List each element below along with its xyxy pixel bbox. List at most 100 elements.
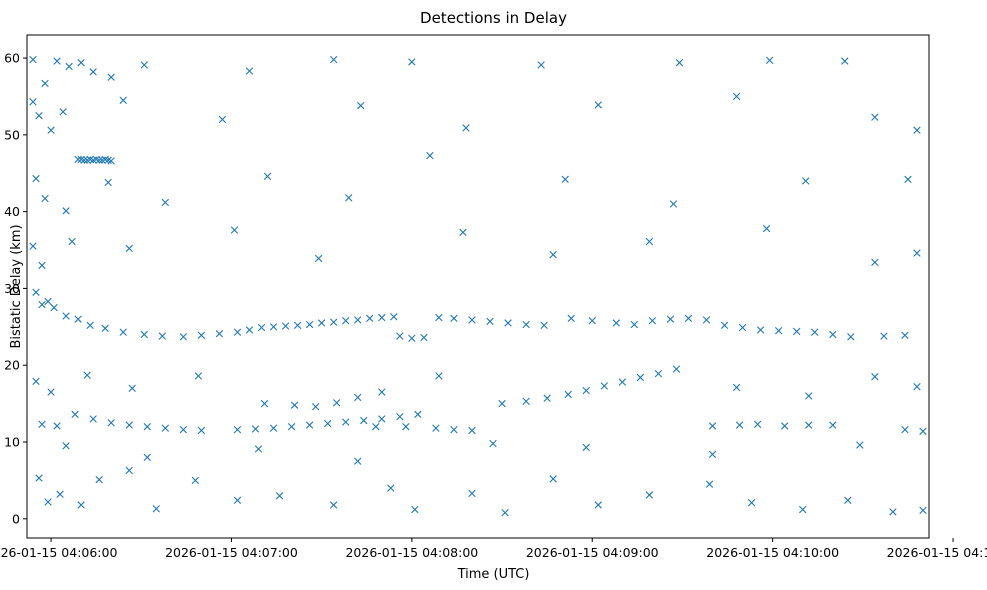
data-point xyxy=(354,316,362,324)
data-point xyxy=(354,457,362,465)
data-point xyxy=(218,115,227,124)
data-point xyxy=(780,422,789,430)
data-point xyxy=(56,490,64,498)
data-point xyxy=(378,388,386,396)
data-point xyxy=(275,492,284,500)
data-point xyxy=(543,394,551,402)
plot-area xyxy=(26,34,930,539)
data-point xyxy=(86,321,94,329)
data-point xyxy=(498,399,506,408)
data-point xyxy=(856,441,864,449)
y-tick-label: 40 xyxy=(4,204,20,219)
data-point xyxy=(323,419,332,428)
data-point xyxy=(913,249,921,257)
data-point xyxy=(233,496,242,505)
data-point xyxy=(287,422,296,431)
data-point xyxy=(732,92,741,101)
data-point xyxy=(522,397,530,405)
data-point xyxy=(756,326,765,334)
y-tick-label: 10 xyxy=(4,435,20,450)
data-point xyxy=(197,426,206,435)
data-point xyxy=(32,174,40,183)
data-point xyxy=(29,55,37,64)
y-axis-title: Bistatic Delay (km) xyxy=(9,224,24,348)
data-point xyxy=(233,426,242,434)
data-point xyxy=(143,453,151,462)
data-point xyxy=(774,326,783,335)
data-point xyxy=(281,322,290,330)
data-point xyxy=(194,372,203,380)
data-point xyxy=(426,151,434,160)
data-point xyxy=(74,155,82,164)
data-point xyxy=(594,101,602,109)
x-axis-title: Time (UTC) xyxy=(457,567,530,582)
data-point xyxy=(390,313,398,321)
data-point xyxy=(378,313,386,322)
data-point xyxy=(245,67,254,75)
data-point xyxy=(919,506,927,515)
data-point xyxy=(411,505,419,514)
data-point xyxy=(765,56,774,65)
data-point xyxy=(317,319,326,327)
data-point xyxy=(669,200,678,208)
data-point xyxy=(435,313,443,322)
data-point xyxy=(705,480,714,488)
data-point xyxy=(462,124,470,132)
data-point xyxy=(799,505,807,514)
data-point xyxy=(35,474,43,482)
data-point xyxy=(179,333,188,341)
data-point xyxy=(119,96,127,104)
data-point xyxy=(919,427,927,435)
data-point xyxy=(38,261,46,270)
data-point xyxy=(396,332,404,340)
data-point xyxy=(38,420,46,429)
data-point xyxy=(342,316,350,325)
data-point xyxy=(290,401,299,409)
data-point xyxy=(829,330,837,339)
x-tick-label: 2026-01-15 04:09:00 xyxy=(526,545,659,560)
data-point xyxy=(251,425,260,433)
data-point xyxy=(53,57,61,65)
data-point xyxy=(618,378,627,386)
data-point xyxy=(89,68,97,76)
data-point xyxy=(62,442,70,450)
data-point xyxy=(871,373,879,381)
x-tick-label: 2026-01-15 04:08:00 xyxy=(345,545,478,560)
data-point xyxy=(889,508,897,516)
data-point xyxy=(305,320,314,329)
data-point xyxy=(260,399,269,408)
data-point xyxy=(95,156,103,164)
data-point xyxy=(342,418,350,426)
data-point xyxy=(654,369,663,378)
data-point xyxy=(360,416,368,425)
chart-title: Detections in Delay xyxy=(420,9,567,27)
data-point xyxy=(913,126,921,134)
data-point xyxy=(74,315,82,323)
data-point xyxy=(708,450,717,458)
data-point xyxy=(329,55,338,64)
data-point xyxy=(549,475,557,483)
data-point xyxy=(125,244,133,253)
data-point xyxy=(44,297,52,306)
data-point xyxy=(501,508,509,517)
data-point xyxy=(880,332,888,340)
data-point xyxy=(29,98,37,106)
data-point xyxy=(158,332,166,340)
data-point xyxy=(594,501,602,509)
data-point xyxy=(738,323,747,332)
data-point xyxy=(402,422,410,431)
data-point xyxy=(314,254,323,263)
data-point xyxy=(811,328,819,336)
y-axis: 0 10 20 30 40 50 60 xyxy=(4,51,27,526)
data-point xyxy=(29,242,37,250)
data-point xyxy=(68,237,76,246)
x-axis: 2026-01-15 04:06:00 2026-01-15 04:07:00 20… xyxy=(0,538,987,560)
data-point xyxy=(675,58,684,67)
data-point xyxy=(871,113,879,121)
data-point xyxy=(432,424,440,432)
data-point xyxy=(847,333,855,341)
data-point xyxy=(901,331,909,339)
data-point xyxy=(269,424,278,432)
data-point xyxy=(50,303,58,312)
data-point xyxy=(468,316,476,324)
